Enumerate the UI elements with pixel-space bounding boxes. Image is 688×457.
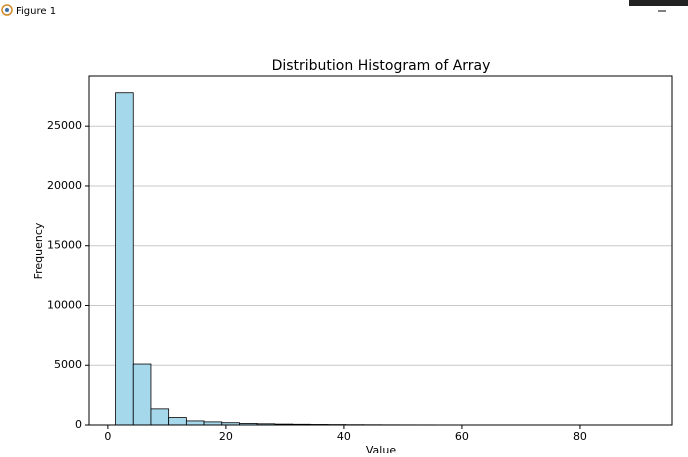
window-title: Figure 1 [16,6,56,17]
window-control-bar [629,0,688,6]
x-tick-label: 40 [337,430,351,443]
histogram-bar [116,93,134,425]
histogram-bar [186,421,204,425]
y-tick-label: 20000 [47,179,82,192]
x-tick-label: 80 [573,430,587,443]
x-axis-label: Value [366,444,396,453]
histogram-bar [169,418,187,425]
y-tick-label: 25000 [47,119,82,132]
y-tick-label: 15000 [47,239,82,252]
y-tick-label: 0 [75,418,82,431]
histogram-bar [151,409,169,425]
y-tick-label: 10000 [47,298,82,311]
y-tick-label: 5000 [54,358,82,371]
x-tick-label: 0 [104,430,111,443]
chart-title: Distribution Histogram of Array [272,58,491,74]
x-tick-label: 60 [455,430,469,443]
histogram-bar [133,364,151,425]
x-tick-label: 20 [219,430,233,443]
y-axis-label: Frequency [32,222,45,279]
